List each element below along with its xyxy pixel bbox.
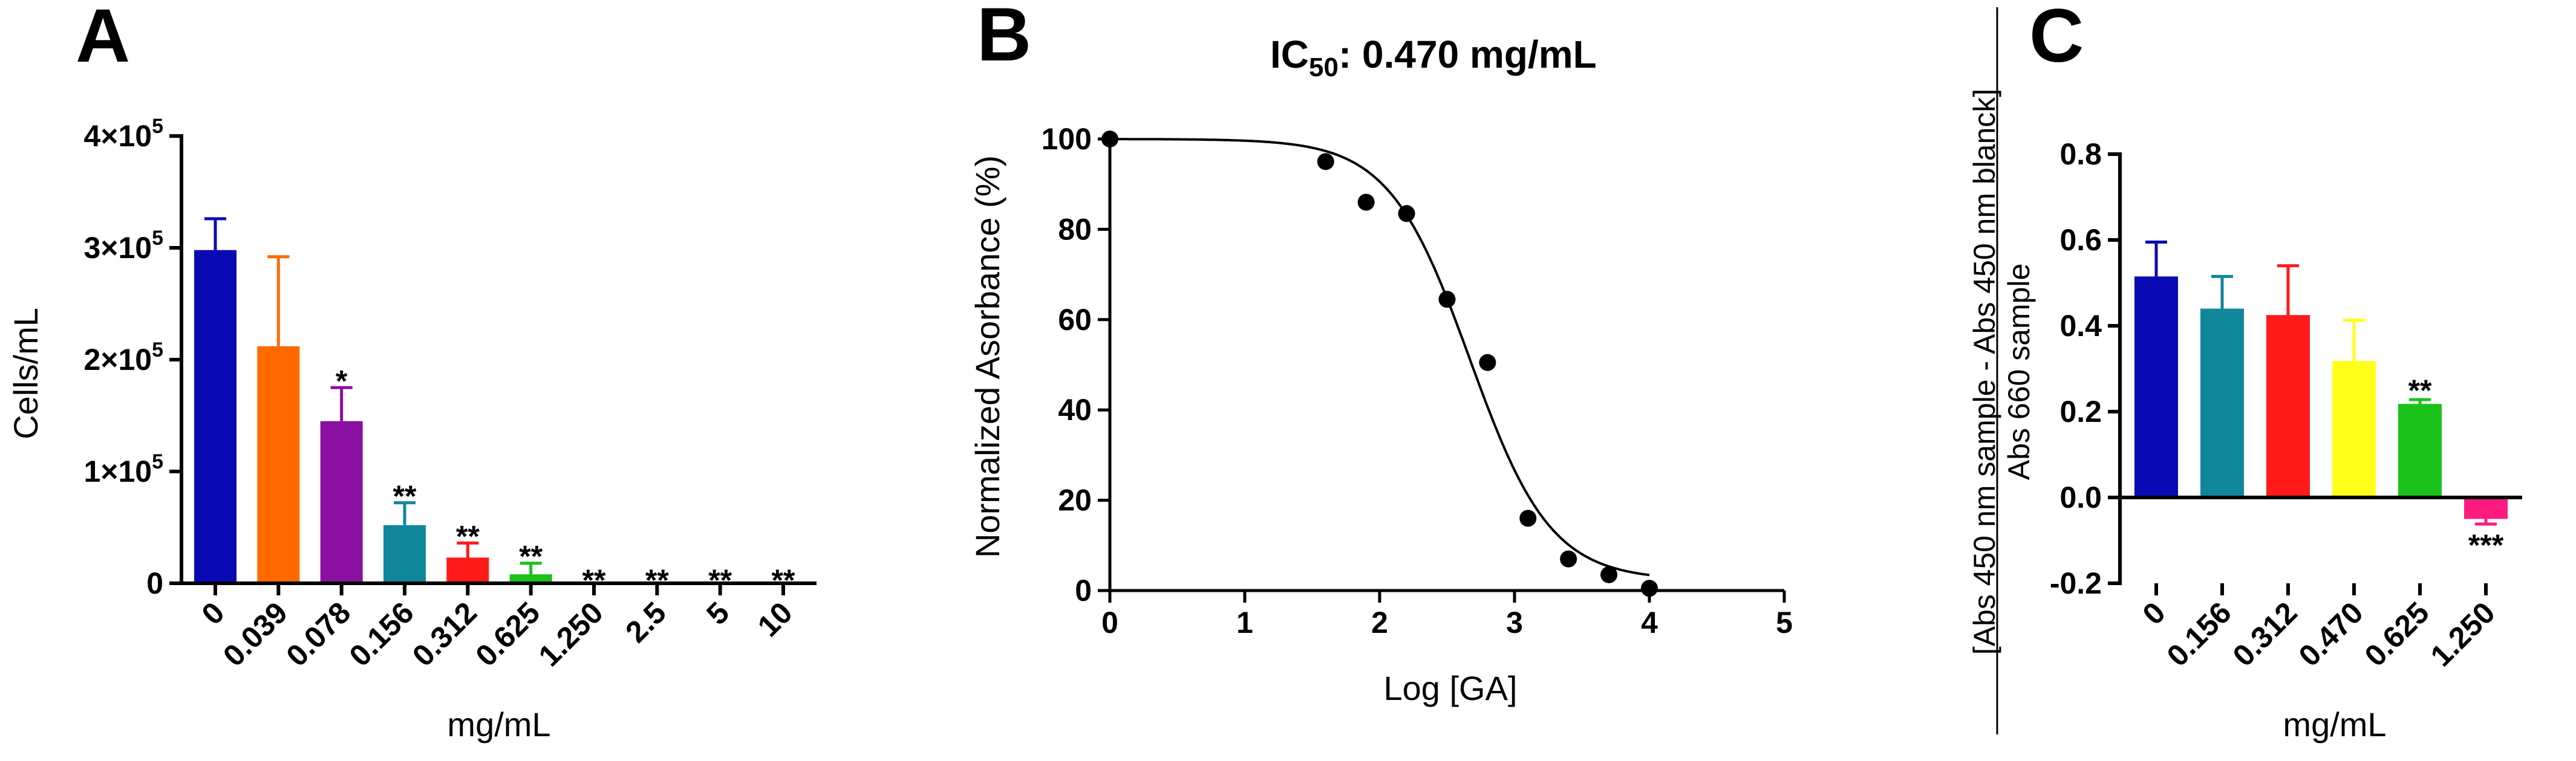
panel-a-y-tick-label: 3×105	[83, 227, 163, 265]
panel-b-fit-line	[1110, 138, 1650, 577]
panel-a-bar	[509, 574, 552, 583]
panel-b-title-prefix: IC	[1270, 33, 1309, 76]
panel-c-x-tick-label: 0.625	[2358, 595, 2436, 673]
panel-b-x-tick-label: 4	[1641, 606, 1658, 640]
panel-b-x-tick-label: 2	[1371, 606, 1388, 640]
panel-c-x-tick-label: 1.250	[2424, 595, 2502, 673]
panel-a-x-tick-label: 0.078	[279, 595, 357, 673]
panel-a: A Cells/mL mg/mL 0 1×105 2×105 3×105 4×105 *…	[7, 0, 817, 743]
panel-b-fit-curve	[1110, 138, 1650, 577]
panel-c-letter: C	[2029, 0, 2084, 78]
panel-b-data-point	[1519, 510, 1537, 527]
panel-a-bar	[194, 250, 236, 583]
panel-a-x-tick-label: 5	[700, 595, 735, 631]
panel-b-letter: B	[977, 0, 1031, 77]
panel-c-significance-label: **	[2408, 374, 2432, 407]
panel-a-bar	[257, 346, 300, 583]
panel-b-data-point	[1641, 580, 1658, 597]
panel-a-x-tick-label: 0.312	[406, 595, 483, 673]
panel-c-y-ticks: -0.2 0.0 0.2 0.4 0.6 0.8	[2050, 137, 2120, 600]
panel-c-x-tick-label: 0.156	[2160, 595, 2238, 673]
panel-a-bars: ********* ** ** **	[194, 217, 795, 597]
panel-b-data-point	[1101, 131, 1118, 147]
panel-a-significance-label: **	[519, 540, 543, 574]
panel-a-x-tick-label: 10	[751, 595, 799, 643]
panel-b-y-tick-label: 80	[1058, 212, 1092, 246]
panel-c-significance-label: ***	[2468, 528, 2504, 562]
panel-a-bar	[320, 421, 363, 583]
panel-a-x-tick-label: 2.5	[619, 595, 673, 649]
panel-b-xlabel: Log [GA]	[1383, 669, 1517, 707]
panel-c-bar	[2398, 404, 2442, 497]
panel-b-x-tick-label: 3	[1506, 606, 1523, 640]
panel-c-x-tick-label: 0	[2136, 595, 2172, 631]
panel-c-x-tick-label: 0.470	[2292, 595, 2370, 673]
panel-a-x-tick-label: 0.156	[343, 595, 420, 673]
panel-c-x-tick-label: 0.312	[2226, 595, 2304, 673]
panel-c-bar	[2266, 315, 2310, 497]
panel-a-xlabel: mg/mL	[447, 705, 550, 743]
panel-b-data-point	[1479, 354, 1496, 371]
panel-b-ylabel: Normalized Asorbance (%)	[968, 155, 1006, 558]
panel-c-ylabel-line1: [Abs 450 nm sample - Abs 450 nm blanck]	[1968, 89, 2001, 655]
panel-b-data-point	[1317, 153, 1334, 170]
panel-a-axes	[180, 134, 817, 585]
panel-b-y-tick-label: 60	[1058, 303, 1092, 337]
panel-b-y-tick-label: 40	[1058, 393, 1092, 427]
panel-b-axes	[1108, 137, 1784, 592]
panel-a-significance-label: **	[393, 479, 417, 513]
panel-c-bar	[2134, 276, 2178, 497]
panel-a-x-tick-label: 1.250	[532, 595, 610, 673]
panel-b-data-points	[1101, 131, 1658, 597]
panel-a-y-ticks: 0 1×105 2×105 3×105 4×105	[83, 115, 181, 600]
panel-c-y-tick-label: 0.4	[2059, 309, 2102, 343]
panel-b-title-subscript: 50	[1309, 53, 1339, 82]
panel-b-x-tick-label: 1	[1236, 606, 1253, 640]
panel-a-x-tick-label: 0	[195, 595, 231, 631]
panel-c-bar	[2200, 308, 2244, 497]
panel-c-xlabel: mg/mL	[2283, 705, 2386, 743]
panel-b-ticks: 0 20 40 60 80 100 0 1 2 3 4 5	[1042, 122, 1793, 640]
panel-a-y-tick-label: 2×105	[83, 338, 163, 377]
panel-a-x-tick-label: 0.039	[217, 595, 294, 673]
panel-a-y-tick-label: 4×105	[83, 115, 163, 153]
panel-b-y-tick-label: 20	[1058, 484, 1092, 517]
panel-a-bar	[383, 525, 426, 583]
panel-a-letter: A	[76, 0, 130, 78]
panel-a-significance-label: *	[336, 364, 348, 398]
panel-b-data-point	[1357, 193, 1375, 211]
panel-c-bars: *****	[2134, 241, 2508, 562]
panel-b-data-point	[1398, 205, 1415, 222]
panel-c-y-tick-label: 0.6	[2059, 223, 2102, 257]
panel-c-ylabel-line2: Abs 660 sample	[2002, 264, 2036, 481]
panel-b-y-tick-label: 100	[1042, 122, 1092, 156]
panel-c-y-tick-label: 0.8	[2059, 137, 2102, 171]
panel-a-significance-label: **	[456, 519, 480, 553]
panel-a-y-tick-label: 1×105	[83, 450, 163, 488]
panel-b-x-tick-label: 0	[1101, 606, 1118, 640]
panel-c-bar	[2464, 497, 2508, 519]
panel-b: B IC50: 0.470 mg/mL Normalized Asorbance…	[968, 0, 1793, 707]
panel-a-bar	[446, 557, 489, 583]
panel-b-data-point	[1560, 550, 1577, 568]
panel-b-y-tick-label: 0	[1075, 574, 1092, 607]
panel-b-data-point	[1600, 566, 1618, 583]
panel-a-x-tick-label: 0.625	[469, 595, 546, 673]
panel-b-data-point	[1438, 291, 1456, 308]
panel-a-y-tick-label: 0	[146, 566, 163, 600]
panel-b-title: IC50: 0.470 mg/mL	[1270, 33, 1597, 82]
panel-a-ylabel: Cells/mL	[7, 308, 45, 439]
panel-c: C [Abs 450 nm sample - Abs 450 nm blanck…	[1968, 0, 2522, 743]
panel-c-bar	[2332, 361, 2376, 497]
panel-c-y-tick-label: 0.2	[2059, 395, 2102, 429]
panel-b-title-suffix: : 0.470 mg/mL	[1339, 33, 1597, 76]
panel-c-axes	[2118, 152, 2522, 585]
panel-c-y-tick-label: 0.0	[2059, 481, 2102, 514]
panel-b-x-tick-label: 5	[1776, 606, 1793, 640]
panel-c-y-tick-label: -0.2	[2050, 566, 2102, 600]
